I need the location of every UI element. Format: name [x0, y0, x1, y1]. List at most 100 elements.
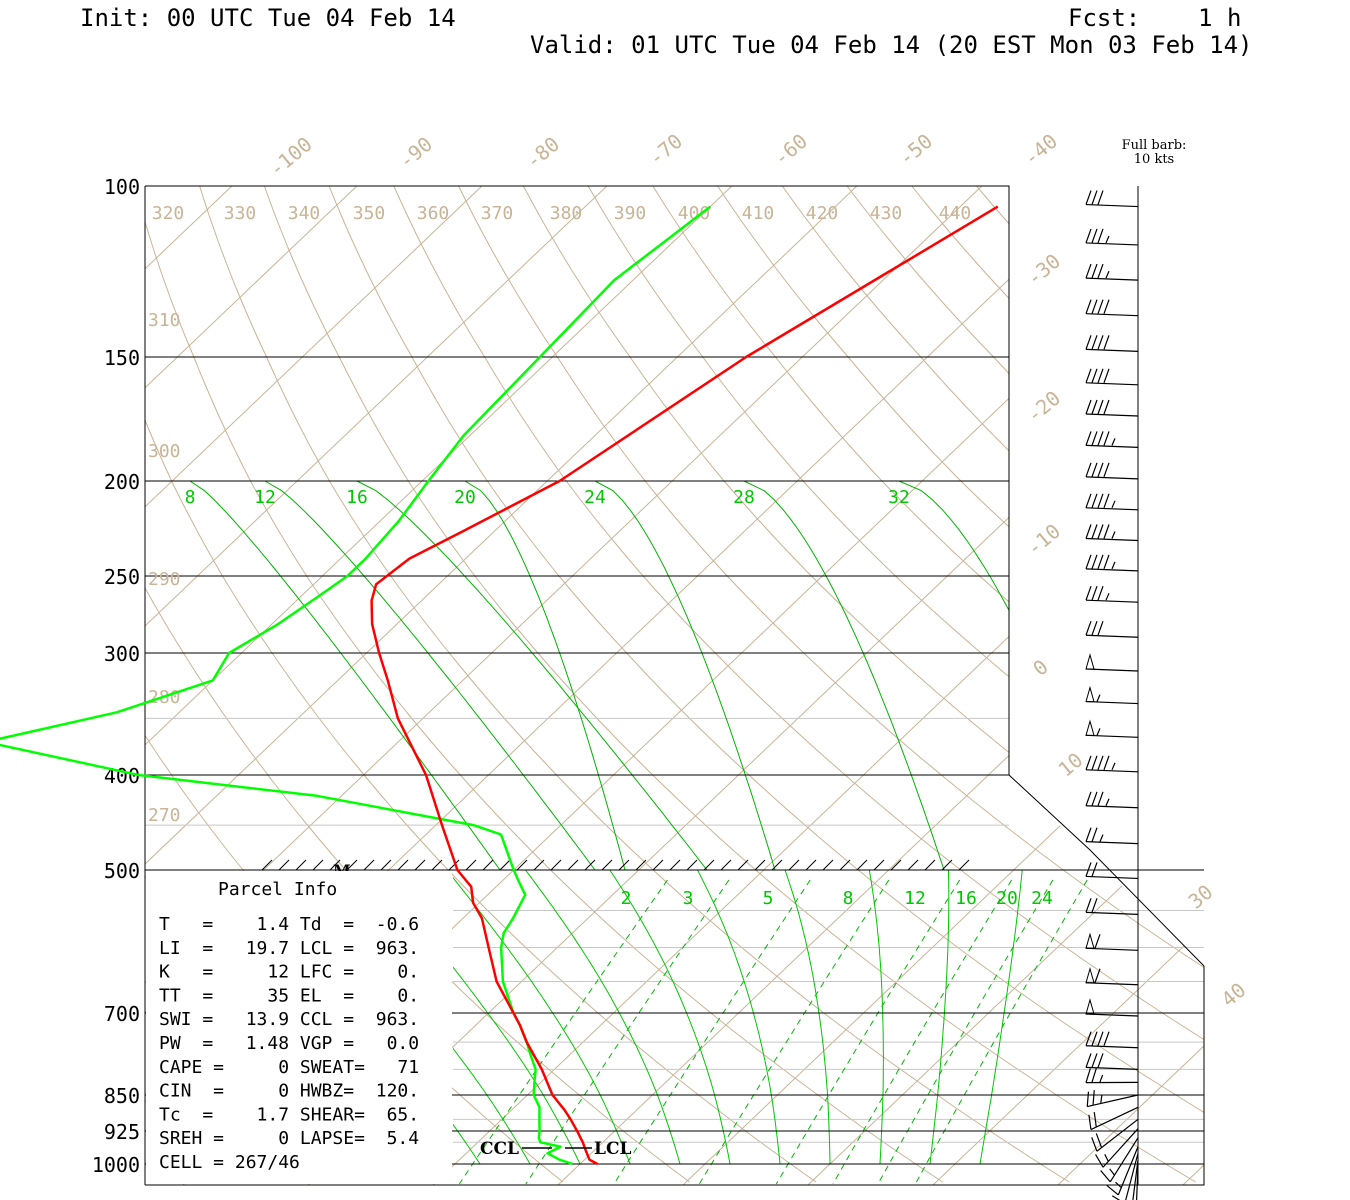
- hatch-mark: [771, 859, 783, 871]
- barb-full: [1097, 621, 1104, 636]
- dry-adiabat-line: [846, 186, 1204, 1183]
- isotherm-line: [145, 186, 608, 1185]
- moist-adiabat-line: [453, 870, 481, 1165]
- parcel-row: CIN = 0 HWBZ= 120.: [159, 1081, 419, 1102]
- barb-full: [1085, 462, 1092, 478]
- lower-grid-group: [453, 870, 1088, 1185]
- mixing-ratio-line: [775, 879, 961, 1185]
- barb-half: [1115, 1181, 1122, 1188]
- barb-full: [1085, 755, 1092, 771]
- theta-label: 370: [481, 203, 514, 224]
- hatch-mark: [958, 859, 970, 871]
- temperature-tick-label: -40: [1019, 129, 1062, 171]
- forecast-hour: Fcst: 1 h: [1068, 4, 1242, 32]
- barb-half: [1100, 1095, 1103, 1103]
- barb-shaft: [1085, 769, 1139, 773]
- barb-full: [1097, 431, 1104, 446]
- wind-barb: [1085, 932, 1139, 951]
- mixing-ratio-line: [613, 879, 811, 1185]
- parcel-row: CAPE = 0 SWEAT= 71: [159, 1057, 419, 1078]
- barb-full: [1103, 462, 1110, 478]
- mixing-ratio-label: 2: [621, 888, 632, 909]
- barb-shaft: [1085, 841, 1139, 845]
- barb-half: [1105, 270, 1110, 279]
- wind-barb: [1085, 621, 1139, 638]
- hatch-mark: [261, 859, 273, 871]
- theta-label: 340: [288, 203, 321, 224]
- barb-shaft: [1085, 734, 1139, 738]
- theta-label: 430: [870, 203, 903, 224]
- isotherm-line: [145, 186, 983, 1185]
- barb-full: [1093, 1111, 1097, 1127]
- barb-flag: [1085, 653, 1095, 670]
- barb-full: [1097, 585, 1104, 601]
- hatch-mark: [652, 859, 664, 871]
- barb-full: [1091, 791, 1098, 806]
- parcel-row: Tc = 1.7 SHEAR= 65.: [159, 1104, 419, 1125]
- hatch-mark: [788, 859, 800, 871]
- theta-label: 360: [417, 203, 450, 224]
- hatch-mark: [295, 859, 307, 871]
- barb-shaft: [1117, 1146, 1139, 1196]
- mixing-ratio-label: 24: [584, 487, 606, 508]
- dry-adiabat-line: [1170, 186, 1204, 1183]
- isotherm-line: [145, 186, 483, 1185]
- barb-full: [1111, 1195, 1126, 1200]
- dry-adiabat-line: [328, 186, 1204, 1183]
- mixing-ratio-label: 28: [733, 487, 755, 508]
- barb-full: [1097, 462, 1104, 478]
- wind-barb: [1085, 462, 1139, 480]
- barb-full: [1091, 755, 1098, 771]
- barb-flag: [1085, 932, 1095, 949]
- mixing-ratio-label: 3: [683, 888, 694, 909]
- temperature-tick-label: 10: [1054, 748, 1088, 782]
- wind-barb: [1085, 263, 1139, 281]
- barb-shaft: [1090, 1106, 1139, 1131]
- barb-full: [1097, 755, 1104, 771]
- barb-full: [1091, 1137, 1098, 1152]
- temperature-tick-label: 0: [1028, 655, 1053, 681]
- lower-frame: [145, 966, 1205, 1186]
- mixing-ratio-line: [832, 879, 1013, 1185]
- barb-full: [1085, 862, 1092, 877]
- barb-full: [1103, 524, 1110, 539]
- pressure-tick-label: 100: [104, 175, 140, 199]
- hatch-mark: [635, 859, 647, 871]
- wind-barb: [1085, 1031, 1139, 1049]
- temperature-tick-label: -100: [264, 132, 316, 181]
- barb-full: [1091, 190, 1098, 205]
- mixing-ratio-label: 24: [1031, 888, 1053, 909]
- dry-adiabat-line: [717, 186, 1204, 1183]
- pressure-tick-label: 150: [104, 346, 140, 370]
- wind-barb: [1085, 299, 1139, 317]
- wind-barb: [1085, 368, 1139, 386]
- theta-label: 410: [742, 203, 775, 224]
- barb-full: [1103, 1031, 1110, 1046]
- barb-full: [1091, 554, 1098, 570]
- wind-barb: [1086, 1090, 1139, 1108]
- hatch-mark: [482, 859, 494, 871]
- barb-half: [1099, 834, 1104, 842]
- wind-barb: [1100, 1137, 1139, 1183]
- barb-full: [1085, 898, 1092, 913]
- moist-adiabat-line: [356, 480, 708, 870]
- barb-half: [1105, 592, 1110, 601]
- dry-adiabat-line: [145, 186, 943, 1183]
- barb-half: [1104, 1154, 1109, 1162]
- pressure-tick-label: 925: [104, 1120, 140, 1144]
- barb-shaft: [1085, 313, 1139, 317]
- barb-full: [1088, 1114, 1092, 1130]
- barb-full: [1085, 524, 1092, 539]
- temperature-tick-label: -30: [1022, 249, 1065, 291]
- dry-adiabat-line: [145, 186, 817, 1183]
- temperature-tick-label: -20: [1022, 386, 1065, 428]
- barb-full: [1091, 299, 1098, 314]
- barb-full: [1097, 524, 1104, 539]
- hatch-mark: [601, 859, 613, 871]
- barb-shaft: [1085, 875, 1139, 880]
- barb-full: [1100, 1170, 1111, 1183]
- barb-full: [1095, 1154, 1104, 1168]
- hatch-mark: [618, 859, 630, 871]
- barb-full: [1103, 755, 1110, 771]
